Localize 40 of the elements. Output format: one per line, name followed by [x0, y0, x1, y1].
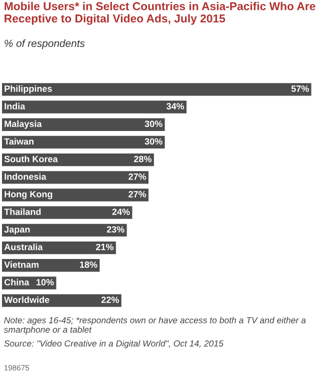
- data-label: 30%: [144, 120, 162, 128]
- data-label: 22%: [101, 296, 119, 303]
- data-label: 28%: [134, 156, 152, 162]
- y-tick-label: Philippines: [4, 85, 52, 94]
- source-note: Source: "Video Creative in a Digital World", Oct 14, 2015: [4, 340, 224, 348]
- y-tick-label: Indonesia: [4, 173, 46, 180]
- data-label: 24%: [112, 208, 130, 215]
- chart-title: Mobile Users* in Select Countries in Asia-Pacific Who Are Receptive to Digital Video Ads, July 2015: [4, 2, 316, 25]
- data-label: 34%: [166, 103, 184, 110]
- chart-subtitle: % of respondents: [4, 39, 85, 50]
- y-tick-label: South Korea: [4, 156, 58, 162]
- y-tick-label: Vietnam: [4, 261, 39, 268]
- y-tick-label: Hong Kong: [4, 191, 52, 200]
- data-label: 10%: [36, 279, 54, 286]
- bar: [2, 188, 149, 202]
- y-tick-label: China: [4, 278, 30, 286]
- data-label: 23%: [106, 226, 124, 233]
- bar: [2, 83, 312, 96]
- data-label: 21%: [96, 244, 114, 250]
- bar: [2, 171, 149, 184]
- y-tick-label: India: [4, 102, 26, 110]
- y-tick-label: Australia: [4, 244, 43, 250]
- data-label: 57%: [291, 85, 309, 92]
- bar: [2, 118, 165, 131]
- text: Note: ages 16-45; *respondents own or have access to both a TV and either a smartphone or a tablet: [4, 316, 306, 334]
- bar: [2, 294, 122, 307]
- y-tick-label: Worldwide: [4, 296, 50, 303]
- data-label: 27%: [128, 173, 146, 180]
- data-label: 30%: [144, 138, 162, 145]
- bar: [2, 206, 132, 219]
- bar: [2, 153, 154, 166]
- bar: [2, 136, 165, 149]
- y-tick-label: Malaysia: [4, 120, 42, 129]
- bar: [2, 100, 187, 114]
- data-label: 18%: [80, 261, 98, 268]
- y-tick-label: Thailand: [4, 208, 41, 216]
- bar: [2, 224, 127, 237]
- data-label: 27%: [128, 191, 146, 198]
- y-tick-label: Taiwan: [4, 138, 34, 145]
- y-tick-label: Japan: [4, 226, 30, 234]
